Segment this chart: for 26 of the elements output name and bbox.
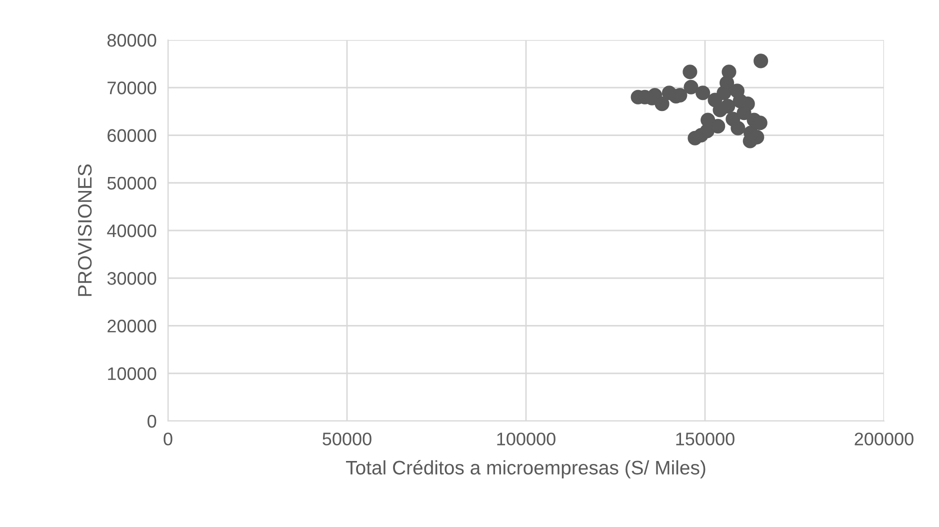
x-tick-label: 100000 — [497, 432, 556, 446]
y-tick-label: 60000 — [108, 129, 156, 142]
point — [696, 86, 710, 100]
x-tick-label: 200000 — [854, 432, 914, 446]
y-tick-label: 40000 — [107, 224, 156, 238]
y-tick-label: 80000 — [107, 34, 156, 47]
y-axis-title: PROVISIONES — [78, 164, 92, 296]
point — [710, 118, 726, 134]
point — [722, 64, 736, 80]
y-tick-label: 10000 — [108, 367, 156, 380]
x-tick-label: 150000 — [676, 432, 734, 446]
x-axis-title: Total Créditos a microempresas (S/ Miles) — [346, 460, 706, 478]
point — [700, 112, 716, 128]
point — [682, 64, 698, 80]
point — [730, 120, 746, 136]
x-tick-label: 50000 — [322, 432, 372, 446]
y-tick-label: 30000 — [107, 272, 156, 285]
y-tick-label: 20000 — [108, 320, 156, 332]
y-tick-label: 0 — [148, 414, 156, 428]
point — [720, 98, 736, 114]
point — [654, 96, 670, 112]
y-tick-label: 70000 — [108, 82, 156, 94]
x-tick-label: 0 — [164, 432, 172, 446]
point — [684, 80, 698, 94]
y-tick-label: 50000 — [107, 176, 156, 190]
point — [754, 54, 768, 68]
